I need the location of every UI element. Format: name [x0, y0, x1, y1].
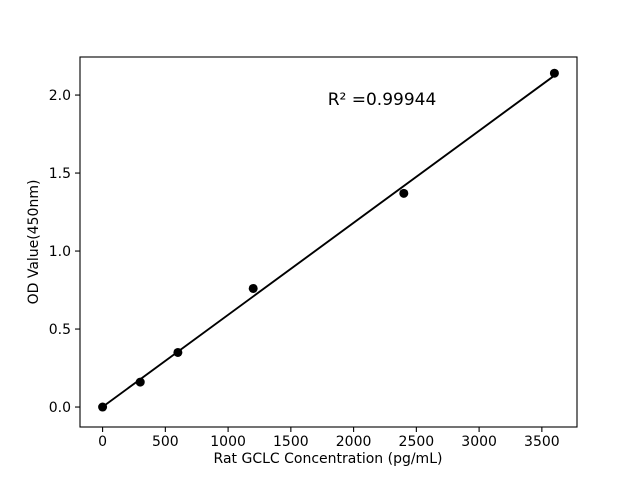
- data-points: [98, 68, 559, 412]
- data-point: [173, 347, 183, 357]
- x-tick-label: 0: [98, 434, 107, 450]
- data-point: [248, 283, 258, 293]
- x-tick-label: 1500: [273, 434, 309, 450]
- fit-line: [101, 74, 556, 408]
- x-axis-label: Rat GCLC Concentration (pg/mL): [214, 451, 443, 467]
- r-squared-annotation: R² =0.99944: [328, 90, 437, 110]
- data-point: [399, 188, 409, 198]
- y-axis-label: OD Value(450nm): [26, 180, 42, 305]
- y-axis-ticks: 0.0 0.5 1.0 1.5 2.0: [49, 88, 80, 416]
- y-tick-label: 1.5: [49, 166, 71, 182]
- y-tick-label: 2.0: [49, 88, 71, 104]
- data-point: [135, 377, 145, 387]
- y-tick-label: 0.5: [49, 322, 71, 338]
- x-tick-label: 2000: [336, 434, 372, 450]
- x-tick-label: 2500: [399, 434, 435, 450]
- x-tick-label: 3000: [461, 434, 497, 450]
- y-tick-label: 1.0: [49, 244, 71, 260]
- x-tick-label: 500: [152, 434, 179, 450]
- data-point: [549, 68, 559, 78]
- x-axis-ticks: 0 500 1000 1500 2000 2500 3000 3500: [98, 427, 560, 450]
- plot-frame: [79, 56, 578, 428]
- data-point: [98, 402, 108, 412]
- x-tick-label: 1000: [210, 434, 246, 450]
- y-tick-label: 0.0: [49, 400, 71, 416]
- x-tick-label: 3500: [524, 434, 560, 450]
